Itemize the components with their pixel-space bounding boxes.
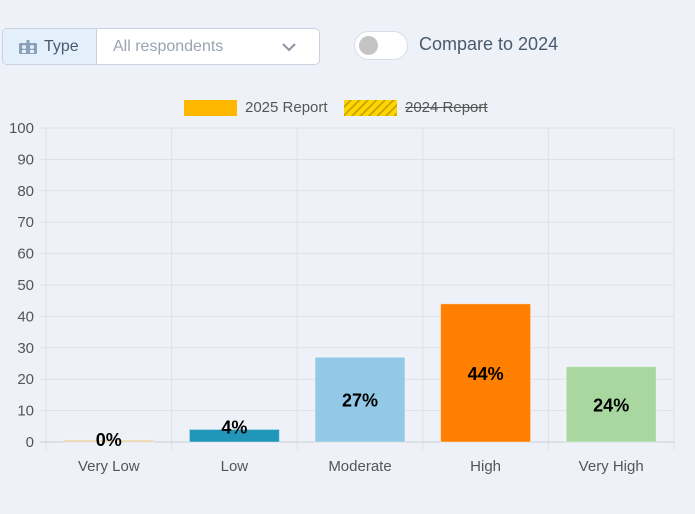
data-label: 44% [468,364,504,384]
legend-label-2025: 2025 Report [245,99,328,116]
respondent-select[interactable]: All respondents [97,29,319,64]
bar-moderate [314,356,406,443]
bar-high [440,303,532,443]
type-filter: Type All respondents [2,28,320,65]
y-tick-label: 40 [17,308,34,325]
y-tick-label: 50 [17,277,34,294]
y-tick-label: 70 [17,214,34,231]
type-label-text: Type [44,37,79,55]
compare-toggle[interactable] [354,31,408,60]
compare-toggle-knob [359,36,378,55]
legend-item-2024[interactable]: 2024 Report [344,99,488,116]
x-tick-label: High [470,458,501,475]
y-tick-label: 90 [17,151,34,168]
type-filter-label: Type [3,29,97,64]
chevron-down-icon [282,42,296,51]
x-tick-label: Moderate [328,458,391,475]
legend-label-2024: 2024 Report [405,99,488,116]
data-label: 4% [221,417,247,437]
y-tick-label: 20 [17,371,34,388]
y-tick-label: 80 [17,183,34,200]
data-label: 27% [342,391,378,411]
group-icon [19,39,37,54]
y-tick-label: 30 [17,340,34,357]
bar-very-high [565,366,657,443]
data-label: 0% [96,430,122,450]
data-label: 24% [593,395,629,415]
bar-very-low [63,439,155,443]
x-tick-label: Low [221,458,249,475]
legend-swatch-2025 [184,99,237,116]
legend-swatch-2024 [344,99,397,116]
bar-low [188,428,280,443]
x-tick-label: Very Low [78,458,140,475]
y-tick-label: 60 [17,246,34,263]
respondent-select-value: All respondents [113,37,224,55]
y-tick-label: 10 [17,403,34,420]
compare-label: Compare to 2024 [419,34,559,54]
legend-item-2025[interactable]: 2025 Report [184,99,328,116]
y-tick-label: 0 [26,434,34,451]
x-tick-label: Very High [579,458,644,475]
y-tick-label: 100 [9,120,34,137]
